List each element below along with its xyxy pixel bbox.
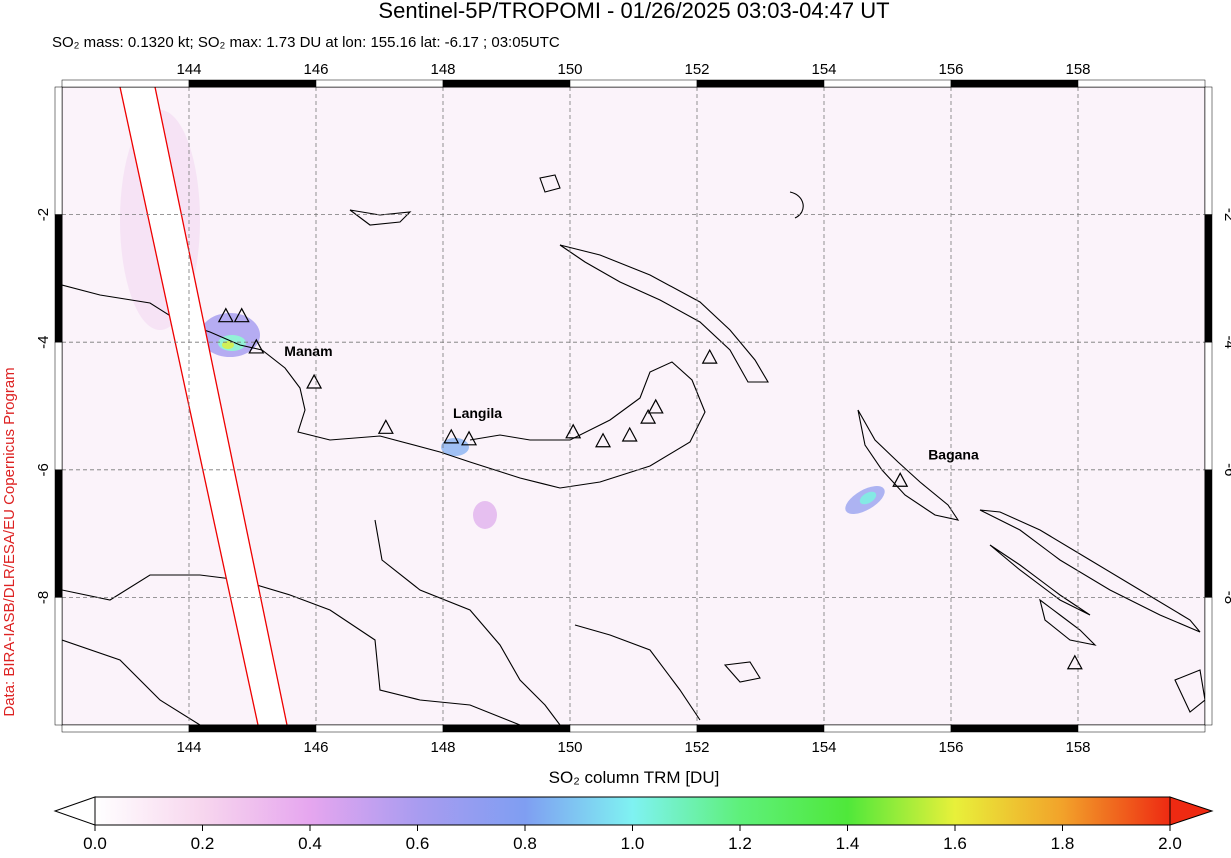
colorbar: SO₂ column TRM [DU] 0.0 0.2 0.4 0.6 0.8 1.0 1.… (53, 768, 1214, 853)
colorbar-tick-label: 1.2 (728, 834, 752, 853)
border-bar (823, 79, 952, 88)
border-bar (696, 79, 825, 88)
border-bar (442, 79, 571, 88)
volcano-marker (233, 307, 250, 323)
lon-tick-label: 144 (176, 739, 201, 756)
volcano-marker (640, 408, 657, 424)
lon-tick-label: 158 (1065, 61, 1090, 78)
lat-tick-label: -8 (1221, 591, 1231, 604)
lon-tick-label: 154 (811, 61, 836, 78)
lon-tick-label: 144 (176, 61, 201, 78)
border-bar (1204, 86, 1213, 215)
volcano-marker (1066, 654, 1083, 670)
lon-tick-label: 150 (557, 739, 582, 756)
volcano-marker (217, 307, 234, 323)
border-bar (569, 724, 698, 733)
volcano-marker (565, 423, 582, 439)
volcano-label: Bagana (928, 446, 979, 462)
border-bar (442, 724, 571, 733)
colorbar-title: SO₂ column TRM [DU] (549, 768, 720, 787)
border-bar (61, 79, 190, 88)
title: Sentinel-5P/TROPOMI - 01/26/2025 03:03-0… (378, 0, 889, 23)
colorbar-tick-label: 0.0 (83, 834, 107, 853)
lon-tick-label: 146 (303, 739, 328, 756)
colorbar-ramp (94, 796, 1171, 826)
volcano-marker (647, 398, 664, 414)
border-bar (1077, 79, 1206, 88)
grid (62, 87, 1205, 725)
lon-tick-label: 156 (938, 739, 963, 756)
lon-tick-label: 148 (430, 739, 455, 756)
border-bar (1204, 597, 1213, 726)
lon-tick-label: 146 (303, 61, 328, 78)
border-bar (54, 341, 63, 471)
map-layers: Manam Langila Bagana (62, 87, 1205, 725)
lon-tick-label: 154 (811, 739, 836, 756)
border-bar (696, 724, 825, 733)
colorbar-over (1169, 796, 1214, 826)
border-bar (1077, 724, 1206, 733)
volcano-marker (443, 428, 460, 444)
border-bar (1204, 341, 1213, 471)
colorbar-tick-label: 1.6 (943, 834, 967, 853)
lon-tick-label: 148 (430, 61, 455, 78)
lon-tick-label: 152 (684, 61, 709, 78)
volcanoes: Manam Langila Bagana (217, 307, 1083, 670)
colorbar-tick-label: 2.0 (1158, 834, 1182, 853)
colorbar-tick-label: 0.4 (298, 834, 322, 853)
volcano-marker (621, 426, 638, 442)
volcano-marker (701, 348, 718, 364)
lon-tick-label: 156 (938, 61, 963, 78)
lat-tick-label: -2 (35, 208, 52, 221)
colorbar-tick-label: 0.8 (513, 834, 537, 853)
volcano-marker (377, 419, 394, 434)
coastlines (62, 174, 1205, 725)
axes: 144 144 146 146 148 148 150 150 152 152 154 154 156 1… (35, 61, 1231, 756)
lon-tick-label: 158 (1065, 739, 1090, 756)
lon-tick-label: 152 (684, 739, 709, 756)
border-bar (823, 724, 952, 733)
colorbar-tick-label: 1.4 (836, 834, 860, 853)
volcano-marker (306, 373, 323, 389)
colorbar-tick-label: 0.2 (191, 834, 215, 853)
volcano-marker (248, 338, 265, 354)
volcano-marker (461, 430, 478, 446)
border-bar (950, 724, 1079, 733)
lat-tick-label: -8 (35, 591, 52, 604)
lat-tick-label: -4 (35, 336, 52, 349)
border-bar (315, 724, 444, 733)
border-bar (54, 86, 63, 215)
volcano-label: Manam (284, 343, 332, 359)
colorbar-tick-label: 0.6 (406, 834, 430, 853)
lat-tick-label: -4 (1221, 336, 1231, 349)
map-background (62, 87, 1205, 725)
lon-tick-label: 150 (557, 61, 582, 78)
lat-tick-label: -6 (35, 463, 52, 476)
border-bar (569, 79, 698, 88)
lat-tick-label: -6 (1221, 463, 1231, 476)
volcano-label: Langila (453, 405, 502, 421)
border-bar (61, 724, 190, 733)
border-bar (54, 597, 63, 726)
credit: Data: BIRA-IASB/DLR/ESA/EU Copernicus Pr… (1, 367, 18, 716)
volcano-marker (892, 472, 909, 487)
volcano-marker (595, 432, 612, 448)
border-bar (54, 469, 63, 598)
border-bar (188, 79, 317, 88)
colorbar-tick-label: 1.8 (1051, 834, 1075, 853)
colorbar-under (53, 796, 96, 826)
colorbar-tick-label: 1.0 (621, 834, 645, 853)
border-bar (950, 79, 1079, 88)
border-bar (315, 79, 444, 88)
border-bar (1204, 214, 1213, 343)
subtitle: SO₂ mass: 0.1320 kt; SO₂ max: 1.73 DU at… (52, 34, 560, 51)
border-bar (1204, 469, 1213, 598)
border-bar (188, 724, 317, 733)
lat-tick-label: -2 (1221, 208, 1231, 221)
border-bar (54, 214, 63, 343)
